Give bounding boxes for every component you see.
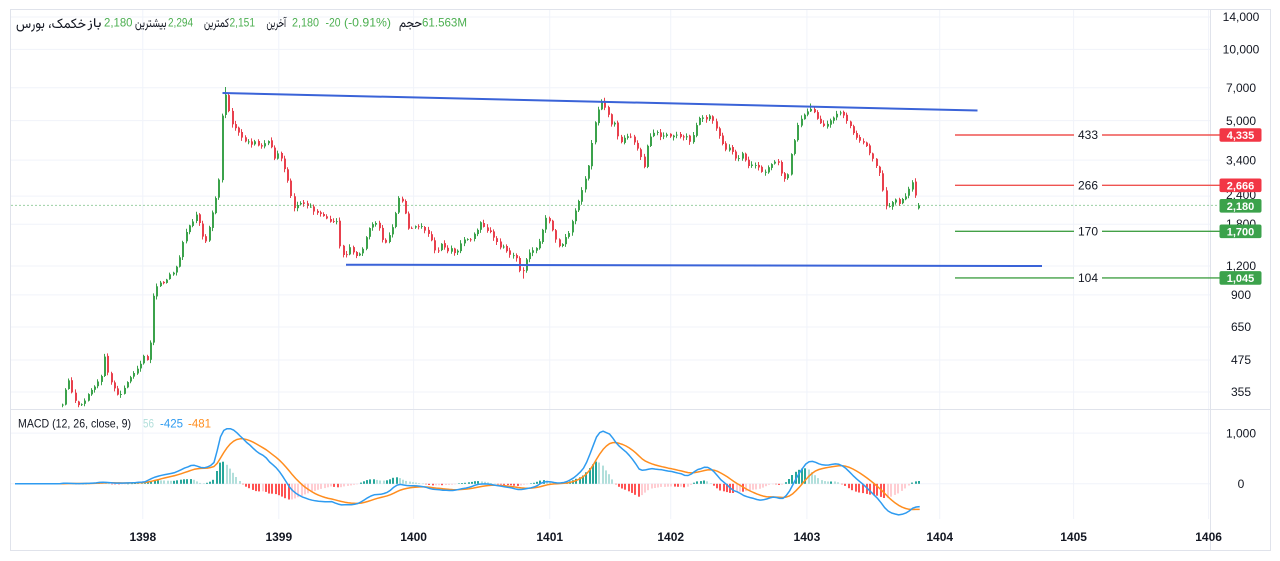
- svg-text:61.563M: 61.563M: [422, 16, 467, 30]
- svg-text:2,151: 2,151: [230, 16, 256, 30]
- svg-text:4,335: 4,335: [1227, 130, 1255, 142]
- svg-text:0: 0: [1238, 477, 1245, 491]
- svg-text:1,000: 1,000: [1226, 426, 1256, 440]
- svg-text:MACD (12, 26, close, 9): MACD (12, 26, close, 9): [18, 417, 131, 431]
- svg-text:2,294: 2,294: [168, 16, 193, 30]
- svg-text:650: 650: [1231, 320, 1251, 334]
- svg-text:7,000: 7,000: [1226, 81, 1256, 95]
- svg-text:1,700: 1,700: [1227, 226, 1255, 238]
- svg-text:1399: 1399: [265, 530, 292, 544]
- svg-text:-425: -425: [160, 417, 183, 431]
- svg-text:266: 266: [1078, 179, 1098, 193]
- svg-text:14,000: 14,000: [1223, 10, 1260, 24]
- svg-text:1402: 1402: [657, 530, 684, 544]
- svg-text:1,045: 1,045: [1227, 273, 1255, 285]
- svg-text:2,180: 2,180: [104, 16, 133, 30]
- svg-text:1405: 1405: [1060, 530, 1087, 544]
- svg-text:1400: 1400: [400, 530, 427, 544]
- svg-text:475: 475: [1231, 353, 1251, 367]
- svg-text:2,666: 2,666: [1227, 180, 1255, 192]
- svg-text:2,180: 2,180: [1227, 201, 1255, 213]
- svg-text:104: 104: [1078, 271, 1098, 285]
- svg-text:900: 900: [1231, 288, 1251, 302]
- svg-text:355: 355: [1231, 385, 1251, 399]
- svg-text:1,200: 1,200: [1226, 259, 1256, 273]
- svg-text:(-0.91%): (-0.91%): [344, 16, 391, 30]
- svg-text:10,000: 10,000: [1223, 43, 1260, 57]
- svg-text:2,180: 2,180: [292, 16, 319, 30]
- svg-text:1398: 1398: [129, 530, 156, 544]
- svg-text:-481: -481: [188, 417, 211, 431]
- svg-text:433: 433: [1078, 128, 1098, 142]
- svg-text:1404: 1404: [926, 530, 953, 544]
- svg-text:3,400: 3,400: [1226, 153, 1256, 167]
- svg-text:5,000: 5,000: [1226, 114, 1256, 128]
- svg-text:170: 170: [1078, 225, 1098, 239]
- svg-text:-20: -20: [326, 16, 341, 30]
- svg-text:1403: 1403: [794, 530, 821, 544]
- svg-text:1406: 1406: [1195, 530, 1222, 544]
- svg-text:56: 56: [143, 417, 154, 431]
- svg-text:1401: 1401: [536, 530, 563, 544]
